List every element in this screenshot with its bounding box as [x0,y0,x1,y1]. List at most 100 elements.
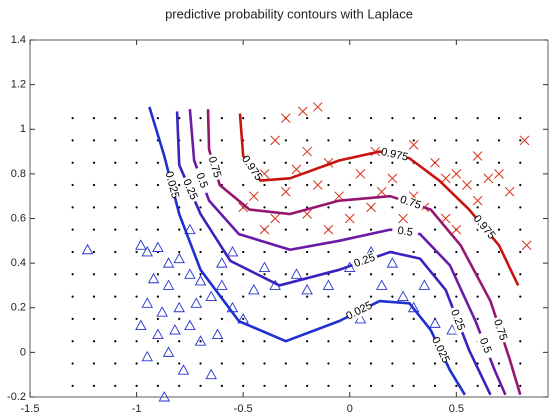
cross-point [280,113,291,123]
cross-point [483,173,494,184]
grid-dot [199,116,202,120]
contour-label-bg [191,166,212,195]
contour-label-bg [429,335,452,365]
grid-dot [135,273,138,276]
triangle-point [169,324,181,335]
cross-point [312,180,323,190]
grid-dot [391,362,394,365]
grid-dot [433,183,437,187]
grid-dot [156,183,160,187]
triangle-point [216,257,228,268]
contour-label: 0.5 [193,171,210,190]
grid-dot [476,295,479,298]
grid-dot [327,206,330,209]
grid-dot [263,139,266,142]
grid-dot [391,317,394,321]
cross-point [519,135,530,146]
grid-dot [519,206,522,209]
grid-dot [476,206,479,209]
grid-dot [135,295,138,298]
contour-line [188,109,507,396]
grid-dot [71,139,74,142]
grid-dot [497,384,501,387]
grid-dot [92,317,96,321]
contour-label-bg [239,154,265,183]
grid-dot [306,250,309,254]
grid-dot [263,206,266,209]
cross-point [298,106,308,117]
grid-dot [391,183,394,187]
grid-dot [455,340,458,343]
triangle-point [141,350,154,362]
grid-dot [348,295,351,298]
grid-dot [242,116,245,120]
grid-dot [455,116,458,120]
grid-dot [178,317,181,321]
contour-label-bg [396,193,425,213]
grid-dot [114,295,117,298]
grid-dot [391,295,394,298]
grid-dot [220,317,223,321]
y-tick-label: -0.2 [7,391,26,403]
grid-dot [156,273,160,276]
triangle-point [258,261,271,273]
triangle-point [194,275,207,286]
grid-dot [92,250,96,254]
grid-dot [156,116,160,120]
grid-dot [71,183,74,187]
triangle-point [162,257,175,268]
cross-point [408,140,419,150]
grid-dot [156,161,160,164]
grid-dot [391,161,394,164]
cross-point [323,224,334,235]
grid-dot [71,206,74,209]
y-tick-label: 0.6 [11,212,26,224]
cross-point [291,164,302,175]
grid-dot [220,362,223,365]
cross-point [387,173,398,184]
grid-dot [114,250,117,254]
grid-dot [327,340,330,343]
grid-dot [391,273,394,276]
grid-dot [156,340,160,343]
grid-dot [135,317,138,321]
grid-dot [135,161,138,164]
cross-point [472,151,483,161]
triangle-point [205,290,217,302]
triangle-point [158,391,171,402]
grid-dot [519,384,522,387]
grid-dot [348,340,351,343]
triangle-point [290,268,303,279]
grid-dot [199,206,202,209]
contour-label-bg [471,213,497,242]
grid-dot [220,139,223,142]
grid-dot [519,161,522,164]
contour-label-bg [391,224,419,240]
x-tick-label: -1 [132,403,142,415]
x-tick-label: -1.5 [21,403,40,415]
grid-dot [327,384,330,387]
y-tick-label: 1.4 [11,34,26,46]
grid-dot [114,206,117,209]
grid-dot [71,384,74,387]
grid-dot [71,273,74,276]
grid-dot [114,362,117,365]
grid-dot [114,139,117,142]
grid-dot [369,161,373,164]
grid-dot [92,183,96,187]
cross-point [398,213,408,224]
y-tick-label: 0.8 [11,168,26,180]
grid-dot [348,250,351,254]
grid-dot [199,317,202,321]
grid-dot [348,384,351,387]
grid-dot [455,161,458,164]
grid-dot [391,139,394,142]
grid-dot [92,139,96,142]
grid-dot [114,340,117,343]
grid-dot [92,206,96,209]
grid-dot [497,228,501,231]
triangle-point [184,223,196,235]
contour-label-bg [380,146,409,164]
grid-dot [433,295,437,298]
